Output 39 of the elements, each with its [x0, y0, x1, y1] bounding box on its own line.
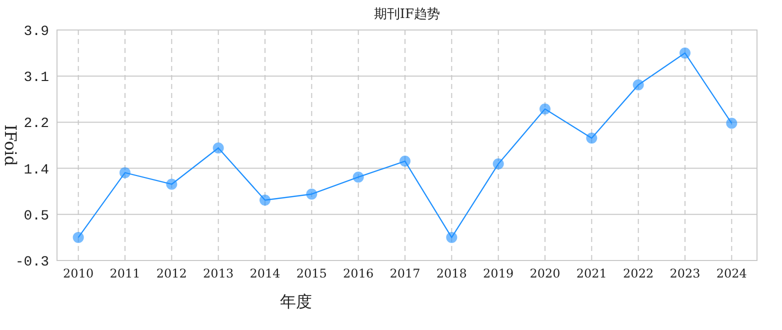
y-tick-label: 0.5 [24, 208, 49, 224]
x-tick-label: 2012 [156, 266, 187, 280]
x-tick-label: 2020 [530, 266, 560, 280]
point [306, 188, 318, 200]
point [726, 118, 738, 129]
point [446, 232, 458, 243]
x-tick-label: 2019 [483, 266, 514, 280]
point [352, 172, 364, 183]
point [632, 79, 644, 90]
y-tick-label: 3.9 [24, 24, 49, 40]
x-tick-label: 2014 [250, 266, 281, 280]
x-tick-label: 2016 [343, 266, 374, 280]
point [540, 104, 550, 115]
x-tick-label: 2013 [203, 266, 234, 280]
point [120, 167, 130, 178]
x-tick-label: 2017 [390, 266, 420, 280]
point [680, 48, 690, 59]
x-tick-label: 2011 [110, 266, 140, 280]
y-tick-label: 2.2 [24, 116, 49, 132]
point [72, 232, 84, 243]
y-axis-title: IFoid [1, 124, 20, 166]
x-tick-label: 2024 [716, 266, 748, 280]
point [212, 142, 224, 154]
x-tick-label: 2018 [436, 266, 467, 280]
y-tick-label: -0.3 [15, 254, 49, 270]
y-tick-label: 1.4 [24, 162, 49, 178]
point [400, 156, 410, 167]
x-tick-label: 2022 [623, 266, 654, 280]
x-tick-label: 2023 [670, 266, 700, 280]
x-tick-label: 2010 [63, 266, 94, 280]
x-axis-title: 年度 [280, 292, 312, 311]
chart-title: 期刊IF趋势 [374, 7, 440, 22]
y-tick-label: 3.1 [24, 70, 49, 86]
point [260, 194, 270, 206]
x-tick-label: 2015 [296, 266, 327, 280]
point [492, 158, 504, 170]
point [586, 132, 598, 144]
x-tick-label: 2021 [576, 266, 607, 280]
point [166, 178, 178, 190]
